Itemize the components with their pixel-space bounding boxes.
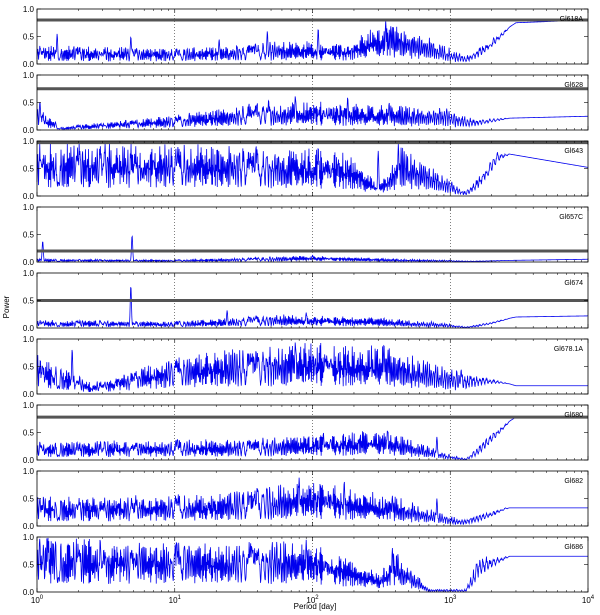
y-tick-label: 0.5 — [23, 363, 35, 372]
y-tick-label: 0.0 — [23, 390, 35, 399]
y-tick-label: 1.0 — [23, 137, 35, 146]
y-tick-label: 0.5 — [23, 429, 35, 438]
panel-name-label: Gl680 — [564, 412, 583, 419]
panel-name-label: Gl643 — [564, 148, 583, 155]
y-tick-label: 0.5 — [23, 561, 35, 570]
y-tick-label: 0.5 — [23, 231, 35, 240]
y-tick-label: 1.0 — [23, 467, 35, 476]
panel-gl6781a: 0.0 0.5 1.0 Gl678.1A — [23, 335, 589, 399]
panel-gl628: 0.0 0.5 1.0 Gl628 — [23, 71, 589, 135]
panel-gl643: 0.0 0.5 1.0 Gl643 — [23, 137, 589, 201]
x-tick-label: 102 — [306, 595, 319, 605]
y-tick-label: 0.0 — [23, 588, 35, 597]
y-tick-label: 0.0 — [23, 126, 35, 135]
y-tick-label: 0.5 — [23, 99, 35, 108]
power-curve — [36, 142, 589, 196]
y-tick-label: 0.0 — [23, 522, 35, 531]
power-curve — [36, 19, 589, 63]
y-tick-label: 0.5 — [23, 165, 35, 174]
panel-gl682: 0.0 0.5 1.0 Gl682 — [23, 467, 589, 531]
panel-name-label: Gl678.1A — [554, 346, 584, 353]
y-tick-label: 0.0 — [23, 324, 35, 333]
panels-group: 0.0 0.5 1.0 Gl618A 0.0 0.5 1.0 Gl628 0.0 0.5 1.0 Gl… — [23, 5, 589, 597]
power-curve — [36, 416, 588, 461]
power-curve — [36, 96, 589, 131]
y-tick-label: 1.0 — [23, 533, 35, 542]
panel-name-label: Gl674 — [564, 280, 583, 287]
power-curve — [36, 477, 588, 526]
y-tick-label: 1.0 — [23, 5, 35, 14]
x-axis-label: Period [day] — [294, 602, 337, 611]
panel-name-label: Gl657C — [559, 214, 583, 221]
y-tick-label: 0.5 — [23, 297, 35, 306]
power-curve — [36, 342, 588, 393]
y-tick-label: 1.0 — [23, 71, 35, 80]
x-tick-label: 100 — [31, 595, 44, 605]
x-axis-tick-labels: 100 101 102 103 104 — [31, 595, 595, 605]
y-tick-label: 0.0 — [23, 456, 35, 465]
panel-name-label: Gl628 — [564, 82, 583, 89]
x-tick-label: 104 — [582, 595, 595, 605]
y-tick-label: 0.5 — [23, 495, 35, 504]
y-tick-label: 0.0 — [23, 258, 35, 267]
y-tick-label: 1.0 — [23, 335, 35, 344]
power-curve — [36, 537, 588, 593]
x-tick-label: 101 — [169, 595, 182, 605]
y-tick-label: 0.5 — [23, 33, 35, 42]
x-tick-label: 103 — [444, 595, 457, 605]
power-curve — [36, 235, 589, 264]
panel-name-label: Gl686 — [564, 544, 583, 551]
panel-gl680: 0.0 0.5 1.0 Gl680 — [23, 401, 589, 465]
y-tick-label: 1.0 — [23, 401, 35, 410]
panel-name-label: Gl682 — [564, 478, 583, 485]
panel-gl657c: 0.0 0.5 1.0 Gl657C — [23, 203, 589, 267]
panel-name-label: Gl618A — [560, 16, 584, 23]
y-tick-label: 1.0 — [23, 269, 35, 278]
panel-gl686: 0.0 0.5 1.0 Gl686 — [23, 533, 589, 597]
y-tick-label: 0.0 — [23, 60, 35, 69]
panel-gl618a: 0.0 0.5 1.0 Gl618A — [23, 5, 589, 69]
y-axis-label: Power — [2, 295, 11, 318]
y-tick-label: 0.0 — [23, 192, 35, 201]
y-tick-label: 1.0 — [23, 203, 35, 212]
power-curve — [36, 287, 589, 329]
panel-gl674: 0.0 0.5 1.0 Gl674 — [23, 269, 589, 333]
